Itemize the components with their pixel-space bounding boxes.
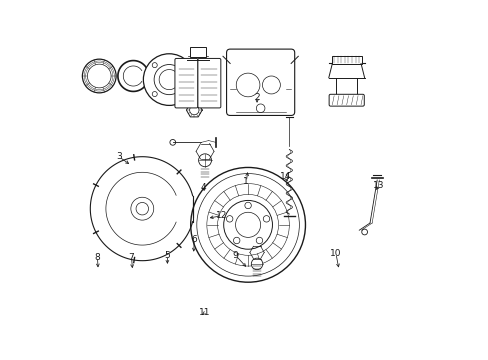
Circle shape — [263, 216, 269, 222]
Text: 2: 2 — [254, 93, 259, 102]
Circle shape — [198, 154, 211, 167]
FancyBboxPatch shape — [190, 46, 205, 57]
Circle shape — [152, 91, 157, 96]
Text: 10: 10 — [329, 249, 341, 258]
Text: 5: 5 — [164, 251, 170, 260]
Circle shape — [251, 258, 262, 270]
Text: 11: 11 — [199, 308, 210, 317]
Text: 13: 13 — [372, 181, 384, 190]
Text: 3: 3 — [116, 152, 122, 161]
Circle shape — [244, 202, 251, 209]
FancyBboxPatch shape — [198, 58, 221, 108]
Text: 1: 1 — [243, 177, 249, 186]
Circle shape — [226, 216, 232, 222]
Circle shape — [152, 63, 157, 68]
Circle shape — [223, 201, 272, 249]
Text: 9: 9 — [232, 251, 238, 260]
Circle shape — [143, 54, 195, 105]
FancyBboxPatch shape — [226, 49, 294, 116]
Text: 8: 8 — [94, 253, 100, 262]
Text: 4: 4 — [200, 183, 205, 192]
FancyBboxPatch shape — [328, 94, 364, 106]
FancyBboxPatch shape — [175, 58, 198, 108]
FancyBboxPatch shape — [331, 55, 361, 64]
Circle shape — [190, 167, 305, 282]
Circle shape — [181, 63, 186, 68]
Circle shape — [233, 237, 240, 244]
Circle shape — [181, 91, 186, 96]
Text: 14: 14 — [280, 172, 291, 181]
Text: 12: 12 — [215, 211, 226, 220]
Circle shape — [256, 237, 262, 244]
Text: 6: 6 — [191, 235, 197, 244]
Text: 7: 7 — [128, 253, 134, 262]
